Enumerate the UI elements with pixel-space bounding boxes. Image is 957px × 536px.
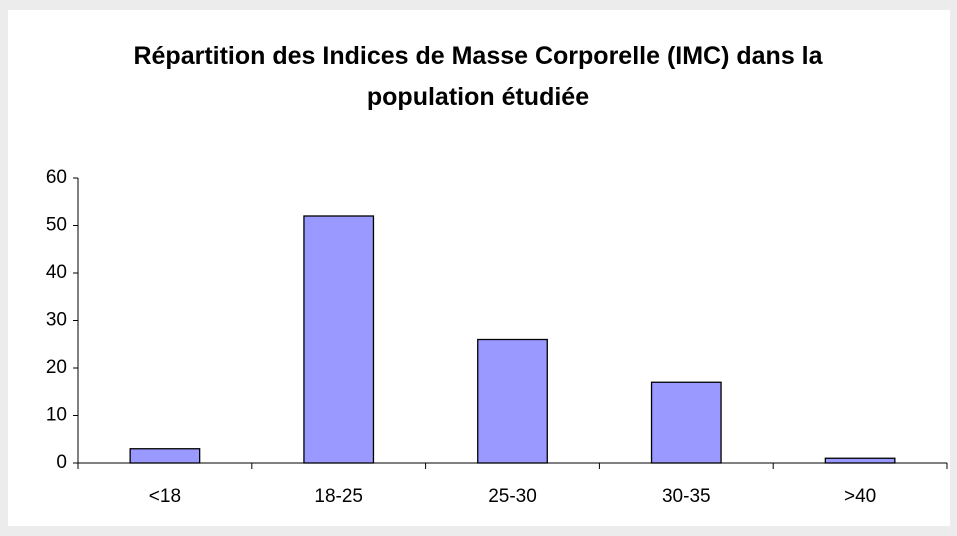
y-tick-label: 40	[46, 262, 67, 283]
bar	[129, 448, 201, 464]
x-tick-label: 30-35	[662, 486, 711, 507]
y-tick-label: 0	[56, 452, 67, 473]
y-tick-label: 20	[46, 357, 67, 378]
x-tick-label: 25-30	[488, 486, 537, 507]
x-tick-label: <18	[149, 486, 181, 507]
bar	[650, 381, 722, 464]
chart-title: Répartition des Indices de Masse Corpore…	[133, 42, 823, 111]
bar	[824, 457, 896, 464]
bar	[303, 215, 375, 464]
y-tick-label: 10	[46, 405, 67, 426]
y-tick-label: 60	[46, 167, 67, 188]
x-tick-label: >40	[844, 486, 876, 507]
bar	[477, 338, 548, 464]
y-tick-label: 50	[46, 215, 67, 236]
y-tick-label: 30	[46, 310, 67, 331]
x-tick-label: 18-25	[314, 486, 363, 507]
